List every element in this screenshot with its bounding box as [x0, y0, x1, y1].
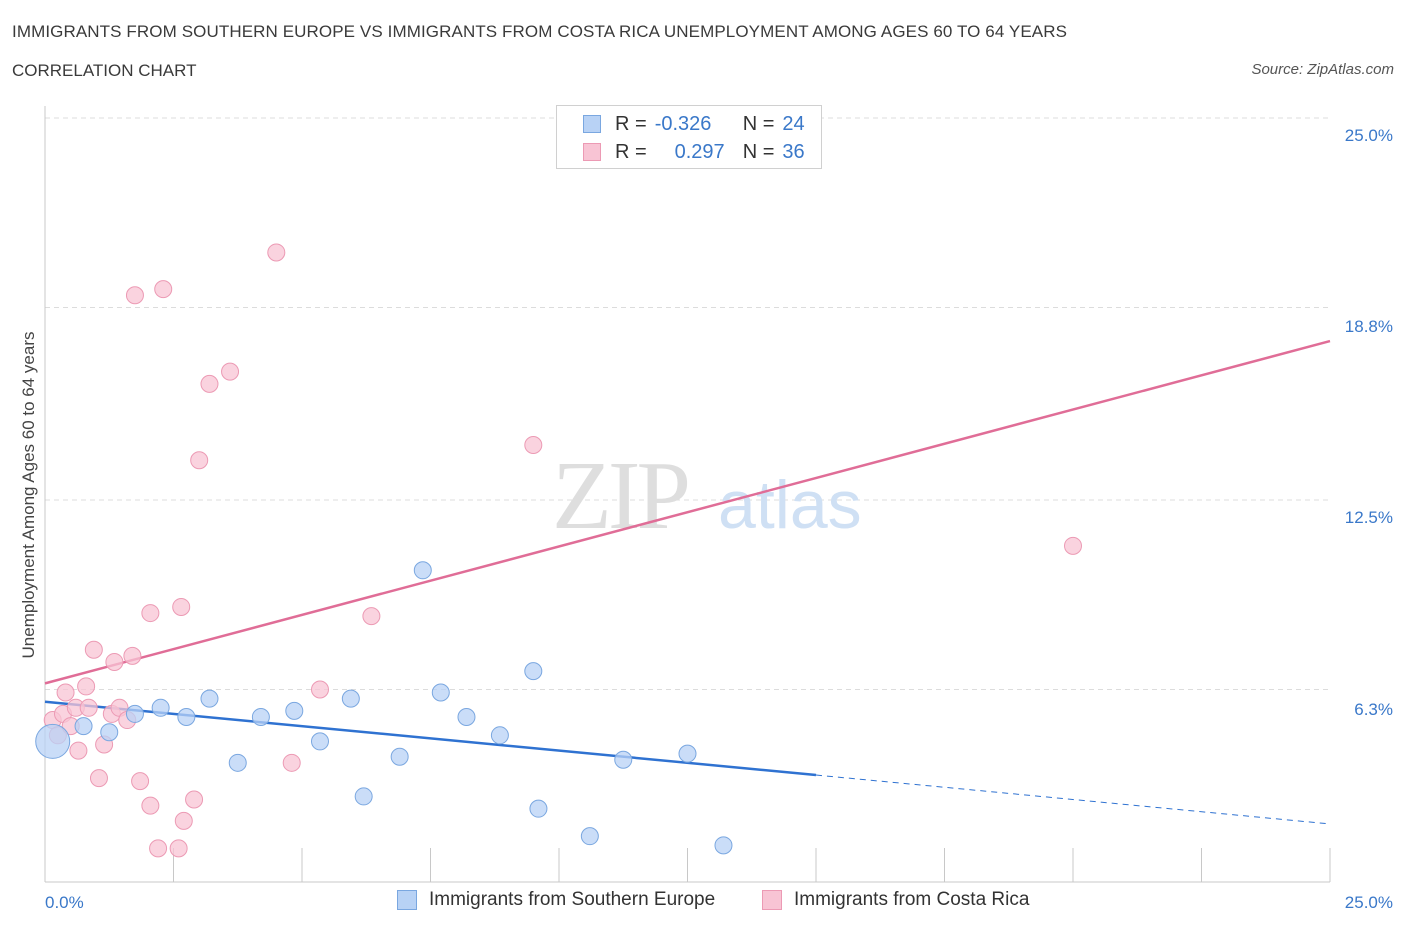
legend-swatch-blue	[583, 115, 601, 133]
watermark-zip: ZIP	[552, 442, 687, 550]
data-point-southern-europe	[413, 561, 432, 580]
trend-line-costa-rica	[44, 339, 1331, 685]
series-southern-europe-points	[35, 561, 733, 855]
data-point-costa-rica	[310, 680, 329, 699]
data-point-costa-rica	[149, 839, 168, 858]
legend-r-label: R =	[615, 140, 647, 163]
trend-line-southern-europe-extension	[815, 774, 1331, 825]
data-point-southern-europe	[228, 753, 247, 772]
data-point-southern-europe	[457, 707, 476, 726]
data-point-southern-europe	[125, 704, 144, 723]
data-point-costa-rica	[123, 646, 142, 665]
data-point-southern-europe	[714, 836, 733, 855]
data-point-costa-rica	[282, 753, 301, 772]
data-point-southern-europe	[354, 787, 373, 806]
data-point-southern-europe	[490, 726, 509, 745]
data-point-costa-rica	[1064, 536, 1082, 555]
correlation-legend: R = -0.326 N = 24 R = 0.297 N = 36	[556, 105, 822, 169]
y-axis-label: Unemployment Among Ages 60 to 64 years	[19, 332, 38, 659]
data-point-costa-rica	[105, 652, 124, 671]
y-tick-label: 12.5%	[1345, 508, 1393, 527]
legend-row-southern-europe: R = -0.326 N = 24	[583, 111, 805, 137]
data-point-southern-europe	[614, 750, 633, 769]
data-point-costa-rica	[125, 286, 144, 305]
data-point-costa-rica	[169, 839, 188, 858]
data-point-southern-europe	[177, 707, 196, 726]
source-label: Source: ZipAtlas.com	[1251, 61, 1394, 78]
trend-line-southern-europe	[44, 700, 817, 777]
data-point-southern-europe	[310, 732, 329, 751]
data-point-southern-europe	[151, 698, 170, 717]
watermark-atlas: atlas	[718, 467, 862, 543]
data-point-southern-europe	[285, 701, 304, 720]
legend-swatch-pink	[583, 143, 601, 161]
axes	[44, 106, 1331, 883]
data-point-southern-europe	[35, 723, 71, 759]
data-point-costa-rica	[524, 435, 543, 454]
legend-n-value: 36	[782, 140, 805, 163]
legend-row-costa-rica: R = 0.297 N = 36	[583, 139, 805, 165]
legend-r-label: R =	[615, 112, 647, 135]
legend-n-label: N =	[742, 140, 775, 163]
legend-series-name: Immigrants from Costa Rica	[794, 889, 1030, 910]
data-point-costa-rica	[77, 677, 96, 696]
y-tick-label: 6.3%	[1354, 700, 1393, 719]
grid-lines	[45, 117, 1330, 690]
data-point-southern-europe	[390, 747, 409, 766]
data-point-southern-europe	[580, 827, 599, 846]
x-tick-label: 0.0%	[45, 893, 84, 912]
data-point-costa-rica	[141, 604, 160, 623]
y-tick-label: 25.0%	[1345, 126, 1393, 145]
data-point-costa-rica	[362, 607, 381, 626]
legend-n-label: N =	[742, 112, 775, 135]
chart-subtitle: CORRELATION CHART	[12, 61, 197, 80]
trend-lines	[44, 339, 1331, 825]
y-tick-label: 18.8%	[1345, 317, 1393, 336]
data-point-costa-rica	[200, 374, 219, 393]
legend-r-value: -0.326	[654, 112, 712, 135]
data-point-costa-rica	[56, 683, 75, 702]
legend-swatch-pink	[762, 890, 782, 910]
data-point-costa-rica	[89, 769, 108, 788]
data-point-costa-rica	[267, 243, 286, 262]
x-tick-label: 25.0%	[1345, 893, 1393, 912]
data-point-southern-europe	[100, 723, 119, 742]
data-point-southern-europe	[341, 689, 360, 708]
data-point-southern-europe	[529, 799, 548, 818]
tick-labels: 6.3% 12.5% 18.8% 25.0% 0.0% 25.0%	[45, 126, 1393, 912]
data-point-costa-rica	[172, 597, 191, 616]
data-point-costa-rica	[84, 640, 103, 659]
data-point-costa-rica	[141, 796, 160, 815]
data-point-costa-rica	[185, 790, 204, 809]
data-point-southern-europe	[678, 744, 697, 763]
data-point-southern-europe	[74, 717, 93, 736]
data-point-costa-rica	[69, 741, 88, 760]
data-point-southern-europe	[200, 689, 219, 708]
legend-series-name: Immigrants from Southern Europe	[429, 889, 716, 910]
legend-swatch-blue	[397, 890, 417, 910]
bottom-legend-southern-europe: Immigrants from Southern Europe	[397, 889, 715, 911]
legend-r-value: 0.297	[674, 140, 725, 163]
data-point-costa-rica	[131, 772, 150, 791]
data-point-costa-rica	[221, 362, 240, 381]
series-costa-rica-points	[43, 243, 1082, 858]
data-point-costa-rica	[79, 698, 98, 717]
legend-n-value: 24	[782, 112, 805, 135]
data-point-southern-europe	[431, 683, 450, 702]
chart-title: IMMIGRANTS FROM SOUTHERN EUROPE VS IMMIG…	[12, 22, 1068, 41]
data-point-southern-europe	[524, 662, 543, 681]
bottom-legend-costa-rica: Immigrants from Costa Rica	[762, 889, 1029, 911]
data-point-costa-rica	[174, 811, 193, 830]
data-point-costa-rica	[190, 451, 209, 470]
data-point-southern-europe	[251, 707, 270, 726]
data-point-costa-rica	[154, 280, 173, 299]
watermark: ZIP atlas	[552, 442, 862, 550]
